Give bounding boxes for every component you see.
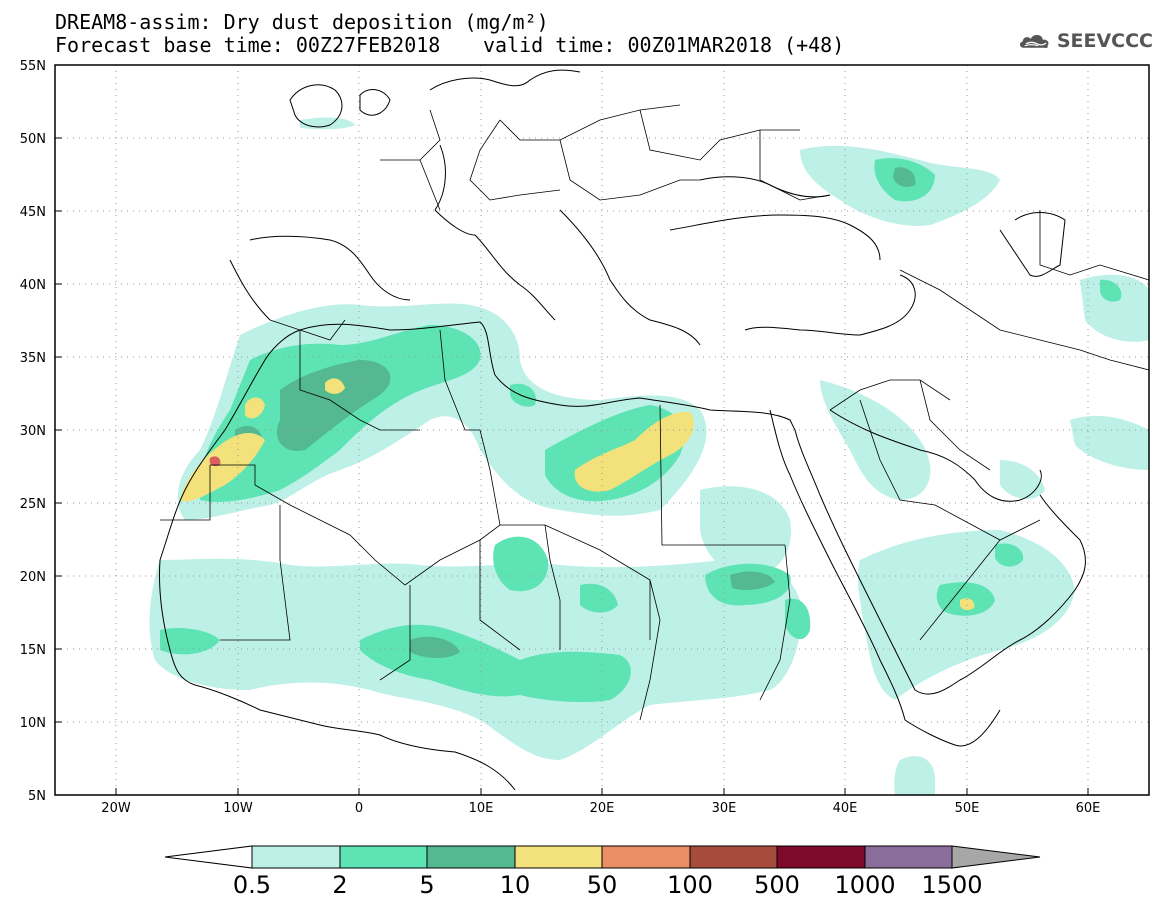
colorbar-swatch <box>426 845 516 869</box>
lat-label: 5N <box>28 789 46 804</box>
map-plot-area <box>55 65 1149 795</box>
logo-text: SEEVCCC <box>1056 30 1153 52</box>
lon-label: 50E <box>955 801 980 816</box>
lat-label: 30N <box>20 424 46 439</box>
colorbar-label: 1500 <box>921 871 982 899</box>
colorbar-swatch <box>514 845 603 869</box>
colorbar-swatch <box>601 845 691 869</box>
lat-label: 10N <box>20 716 46 731</box>
colorbar-label: 100 <box>667 871 713 899</box>
coastlines <box>159 69 1086 791</box>
map-title: DREAM8-assim: Dry dust deposition (mg/m²… <box>55 10 549 34</box>
lat-label: 45N <box>20 205 46 220</box>
colorbar-label: 1000 <box>834 871 895 899</box>
seevccc-logo: SEEVCCC <box>1018 26 1153 56</box>
lon-label: 40E <box>833 801 858 816</box>
lat-label: 25N <box>20 497 46 512</box>
graticule <box>55 65 1149 795</box>
lon-label: 0 <box>355 801 363 816</box>
colorbar-label: 5 <box>419 871 434 899</box>
colorbar-over-arrow <box>951 845 1041 869</box>
colorbar-label: 2 <box>332 871 347 899</box>
lat-label: 40N <box>20 278 46 293</box>
valid-time: valid time: 00Z01MAR2018 (+48) <box>483 33 845 57</box>
colorbar-swatch <box>339 845 428 869</box>
lon-label: 30E <box>712 801 737 816</box>
lat-label: 50N <box>20 132 46 147</box>
colorbar-swatch <box>251 845 341 869</box>
lon-label: 20E <box>590 801 615 816</box>
axis-ticks <box>55 64 1089 796</box>
colorbar-swatch <box>776 845 866 869</box>
latitude-labels: 55N 50N 45N 40N 35N 30N 25N 20N 15N 10N … <box>20 59 46 804</box>
colorbar-label: 500 <box>754 871 800 899</box>
borders <box>160 104 1149 721</box>
colorbar-labels: 0.5 2 5 10 50 100 500 1000 1500 <box>233 871 983 899</box>
cloud-logo-icon <box>1019 35 1049 48</box>
longitude-labels: 20W 10W 0 10E 20E 30E 40E 50E 60E <box>101 801 1100 816</box>
colorbar-swatch <box>689 845 778 869</box>
lon-label: 60E <box>1076 801 1101 816</box>
lat-label: 35N <box>20 351 46 366</box>
colorbar-label: 10 <box>500 871 531 899</box>
lat-label: 20N <box>20 570 46 585</box>
colorbar-under-arrow <box>164 845 253 869</box>
lat-label: 55N <box>20 59 46 74</box>
colorbar-label: 50 <box>587 871 618 899</box>
colorbar <box>164 845 1041 869</box>
lon-label: 20W <box>101 801 131 816</box>
lat-label: 15N <box>20 643 46 658</box>
lon-label: 10W <box>223 801 253 816</box>
colorbar-label: 0.5 <box>233 871 271 899</box>
forecast-base-time: Forecast base time: 00Z27FEB2018 <box>55 33 441 57</box>
dust-field <box>149 117 1149 795</box>
lon-label: 10E <box>469 801 494 816</box>
colorbar-swatch <box>864 845 953 869</box>
